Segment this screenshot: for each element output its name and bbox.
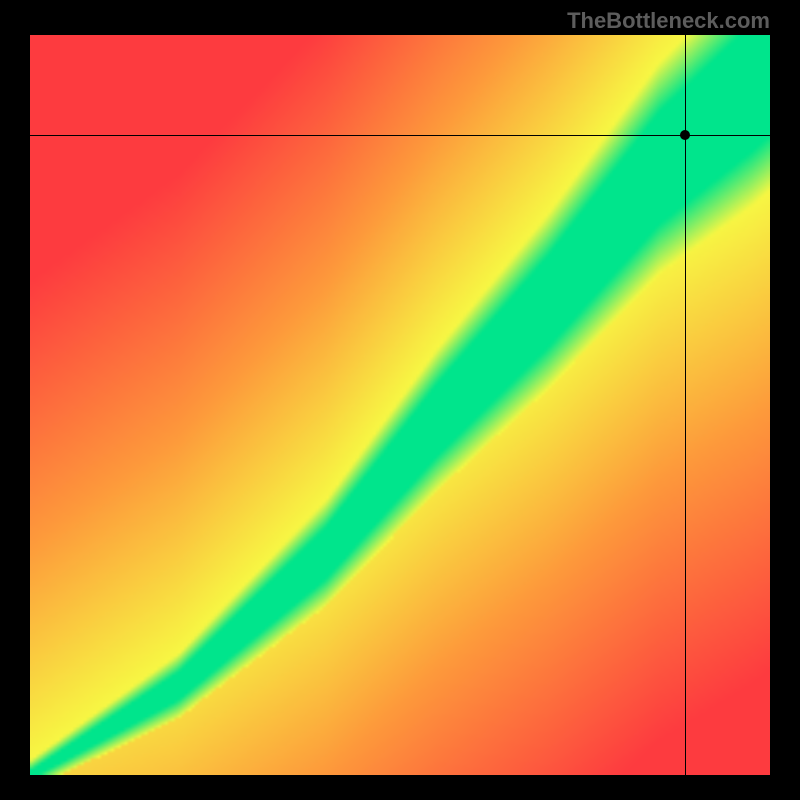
crosshair-horizontal	[30, 135, 770, 136]
heatmap-canvas	[30, 35, 770, 775]
watermark-text: TheBottleneck.com	[567, 8, 770, 34]
crosshair-vertical	[685, 35, 686, 775]
bottleneck-heatmap	[30, 35, 770, 775]
crosshair-marker[interactable]	[680, 130, 690, 140]
